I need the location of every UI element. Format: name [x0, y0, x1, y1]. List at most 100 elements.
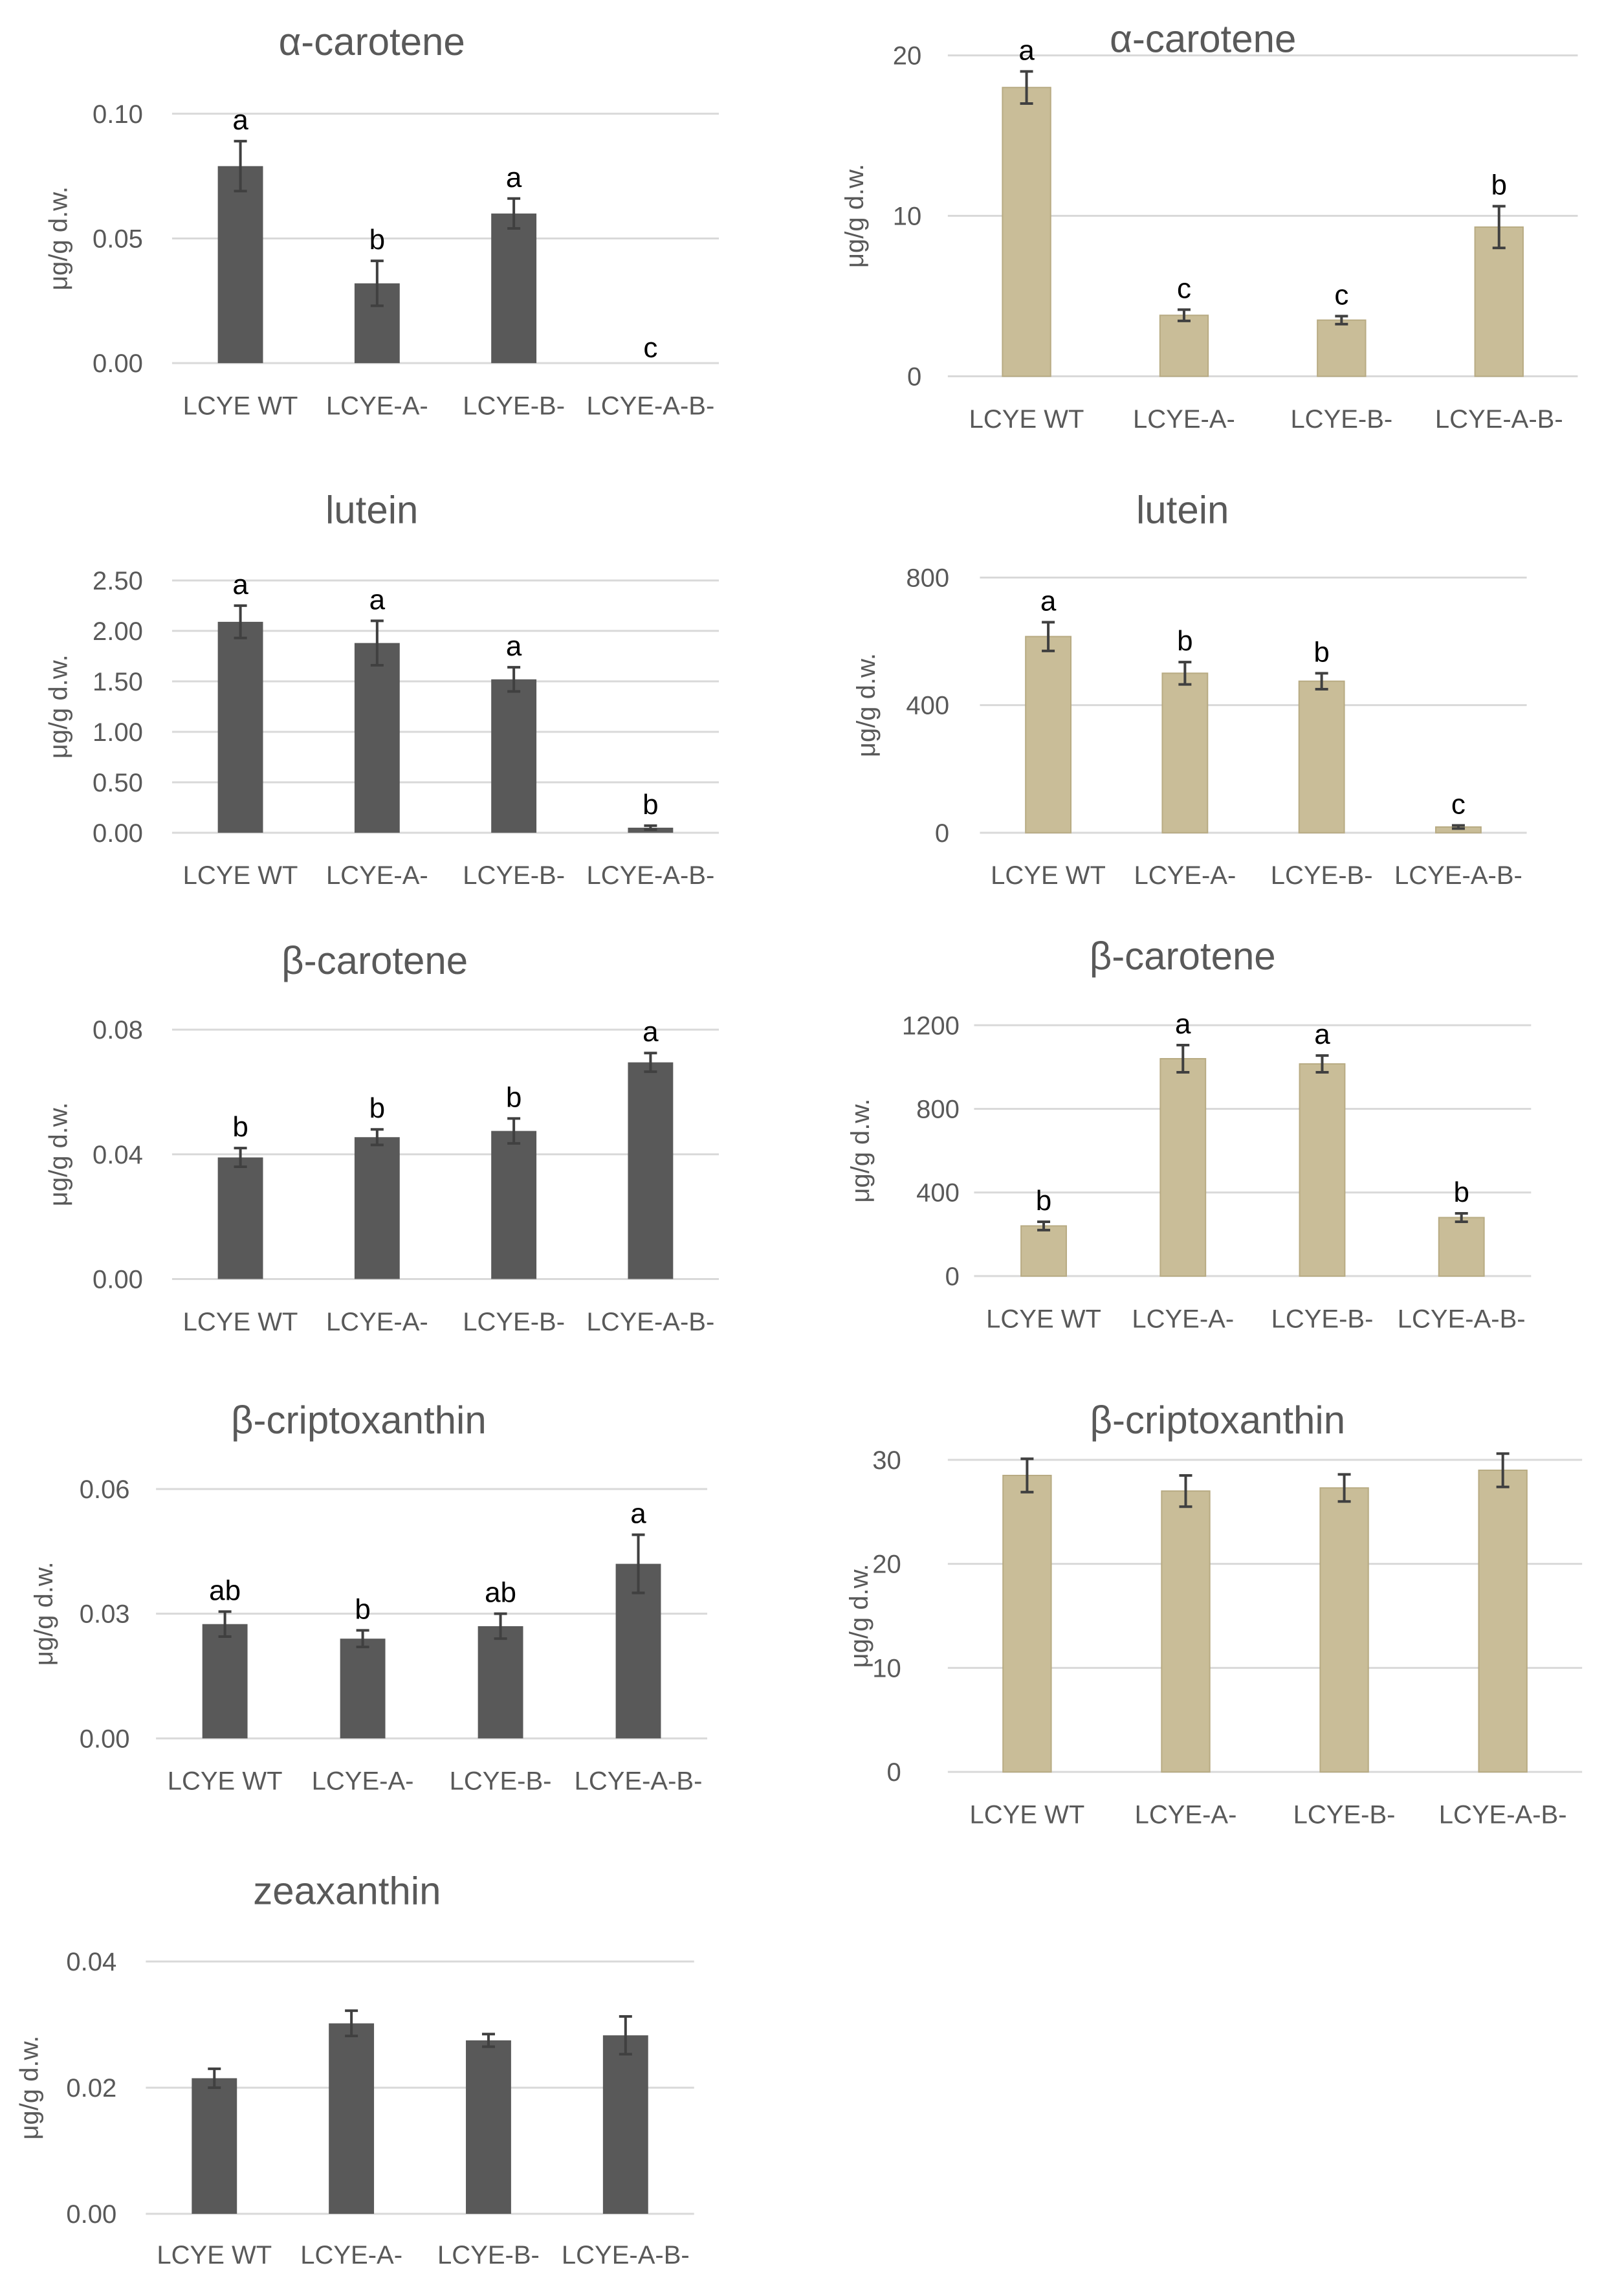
y-axis-label: μg/g d.w.: [845, 1564, 873, 1668]
x-category-label: LCYE-A-B-: [562, 2241, 690, 2269]
y-tick-label: 0.08: [93, 1016, 143, 1044]
y-axis-label: μg/g d.w.: [846, 1099, 875, 1203]
x-category-label: LCYE-A-: [1134, 861, 1236, 890]
x-category-label: LCYE-B-: [463, 861, 565, 890]
y-tick-label: 0: [907, 362, 921, 391]
error-bar: [1179, 1474, 1192, 1508]
y-tick-label: 10: [893, 203, 922, 231]
bar: [217, 1157, 263, 1279]
y-axis-label: μg/g d.w.: [45, 1102, 73, 1206]
bar: [466, 2040, 511, 2214]
chart-title: lutein: [1136, 489, 1229, 532]
y-axis-label: μg/g d.w.: [30, 1562, 58, 1666]
y-tick-label: 2.50: [93, 567, 143, 595]
significance-letter: c: [643, 332, 657, 364]
chart-panel-8: 0 10 20 30 β-criptoxanthin μg/g d.w. LCYE WT LC…: [845, 1398, 1583, 1829]
bar: [354, 643, 400, 833]
significance-letter: a: [506, 630, 522, 662]
x-category-label: LCYE-B-: [463, 1308, 565, 1336]
bar: [217, 166, 263, 364]
error-bar: [1176, 1043, 1190, 1074]
x-category-label: LCYE-A-B-: [575, 1767, 703, 1796]
y-axis-label: μg/g d.w.: [45, 654, 73, 758]
bar: [491, 213, 537, 364]
bar: [1478, 1469, 1528, 1773]
significance-letter: b: [1313, 636, 1329, 668]
error-bar: [1020, 1457, 1034, 1494]
significance-letter: a: [232, 569, 248, 601]
significance-letter: c: [1334, 279, 1348, 311]
chart-panel-3: 0.00 0.50 1.00 1.50 2.00 2.50 lutein μg/g d.w. a…: [45, 489, 720, 890]
x-category-label: LCYE-B-: [437, 2241, 540, 2269]
x-category-label: LCYE-A-: [326, 392, 428, 421]
x-category-label: LCYE-B-: [1271, 1305, 1374, 1333]
bar: [1299, 1063, 1346, 1277]
bar: [602, 2035, 648, 2214]
bar: [478, 1626, 523, 1739]
error-bar: [208, 2067, 221, 2090]
bar: [1319, 1487, 1369, 1773]
x-category-label: LCYE-A-: [326, 861, 428, 890]
x-category-label: LCYE-A-B-: [1439, 1801, 1567, 1829]
chart-title: zeaxanthin: [253, 1870, 441, 1913]
significance-letter: a: [506, 162, 522, 193]
x-category-label: LCYE-A-B-: [1398, 1305, 1526, 1333]
bar: [1159, 315, 1209, 377]
x-category-label: LCYE-A-: [312, 1767, 414, 1796]
significance-letter: a: [643, 1016, 659, 1048]
significance-letter: b: [369, 224, 385, 256]
y-tick-label: 0.02: [66, 2074, 116, 2103]
error-bar: [1315, 672, 1328, 690]
chart-title: β-criptoxanthin: [1090, 1398, 1345, 1442]
x-category-label: LCYE-A-B-: [1435, 405, 1563, 434]
error-bar: [507, 197, 521, 230]
y-tick-label: 400: [906, 692, 949, 720]
bar: [1161, 672, 1209, 833]
x-category-label: LCYE WT: [970, 1801, 1085, 1829]
x-category-label: LCYE-A-B-: [586, 861, 714, 890]
y-tick-label: 1200: [902, 1011, 960, 1040]
significance-letter: a: [1040, 585, 1057, 617]
x-category-label: LCYE WT: [986, 1305, 1101, 1333]
bar: [1298, 680, 1345, 833]
chart-panel-4: 0 400 800 lutein μg/g d.w. a LCYE WT b LCYE-A-b L…: [852, 489, 1527, 890]
bar: [1438, 1217, 1485, 1277]
chart-title: β-criptoxanthin: [231, 1398, 487, 1442]
significance-letter: a: [1018, 34, 1035, 66]
chart-panel-6: 0 400 800 1200 β-carotene μg/g d.w. b LCYE WT a L…: [846, 934, 1532, 1333]
error-bar: [507, 1117, 521, 1145]
y-tick-label: 400: [916, 1179, 960, 1208]
y-tick-label: 1.00: [93, 718, 143, 747]
x-category-label: LCYE-A-: [1132, 1305, 1234, 1333]
x-category-label: LCYE WT: [183, 861, 298, 890]
y-tick-label: 0: [886, 1758, 901, 1787]
error-bar: [507, 666, 521, 693]
bar: [1317, 319, 1367, 377]
x-category-label: LCYE-B-: [1293, 1801, 1396, 1829]
x-category-label: LCYE WT: [183, 1308, 298, 1336]
significance-letter: a: [630, 1498, 646, 1530]
x-category-label: LCYE WT: [157, 2241, 272, 2269]
significance-letter: b: [1491, 170, 1506, 201]
bar: [1474, 226, 1524, 377]
y-tick-label: 0.10: [93, 100, 143, 129]
y-tick-label: 0.50: [93, 769, 143, 797]
x-category-label: LCYE-B-: [1271, 861, 1373, 890]
error-bar: [619, 2015, 632, 2056]
y-tick-label: 800: [906, 564, 949, 592]
error-bar: [1455, 1212, 1468, 1223]
y-axis-label: μg/g d.w.: [16, 2036, 44, 2140]
significance-letter: b: [232, 1111, 248, 1143]
y-tick-label: 0.04: [66, 1948, 116, 1976]
x-category-label: LCYE-A-: [1133, 405, 1235, 434]
error-bar: [1042, 621, 1055, 652]
chart-title: β-carotene: [1090, 934, 1276, 978]
y-tick-label: 0.00: [93, 349, 143, 378]
chart-panel-1: 0.00 0.05 0.10 α-carotene μg/g d.w. a LCYE WT b…: [45, 20, 720, 421]
significance-letter: c: [1177, 273, 1191, 305]
x-category-label: LCYE-A-: [300, 2241, 402, 2269]
x-category-label: LCYE-A-B-: [586, 392, 714, 421]
error-bar: [644, 1052, 657, 1074]
significance-letter: a: [232, 104, 248, 136]
